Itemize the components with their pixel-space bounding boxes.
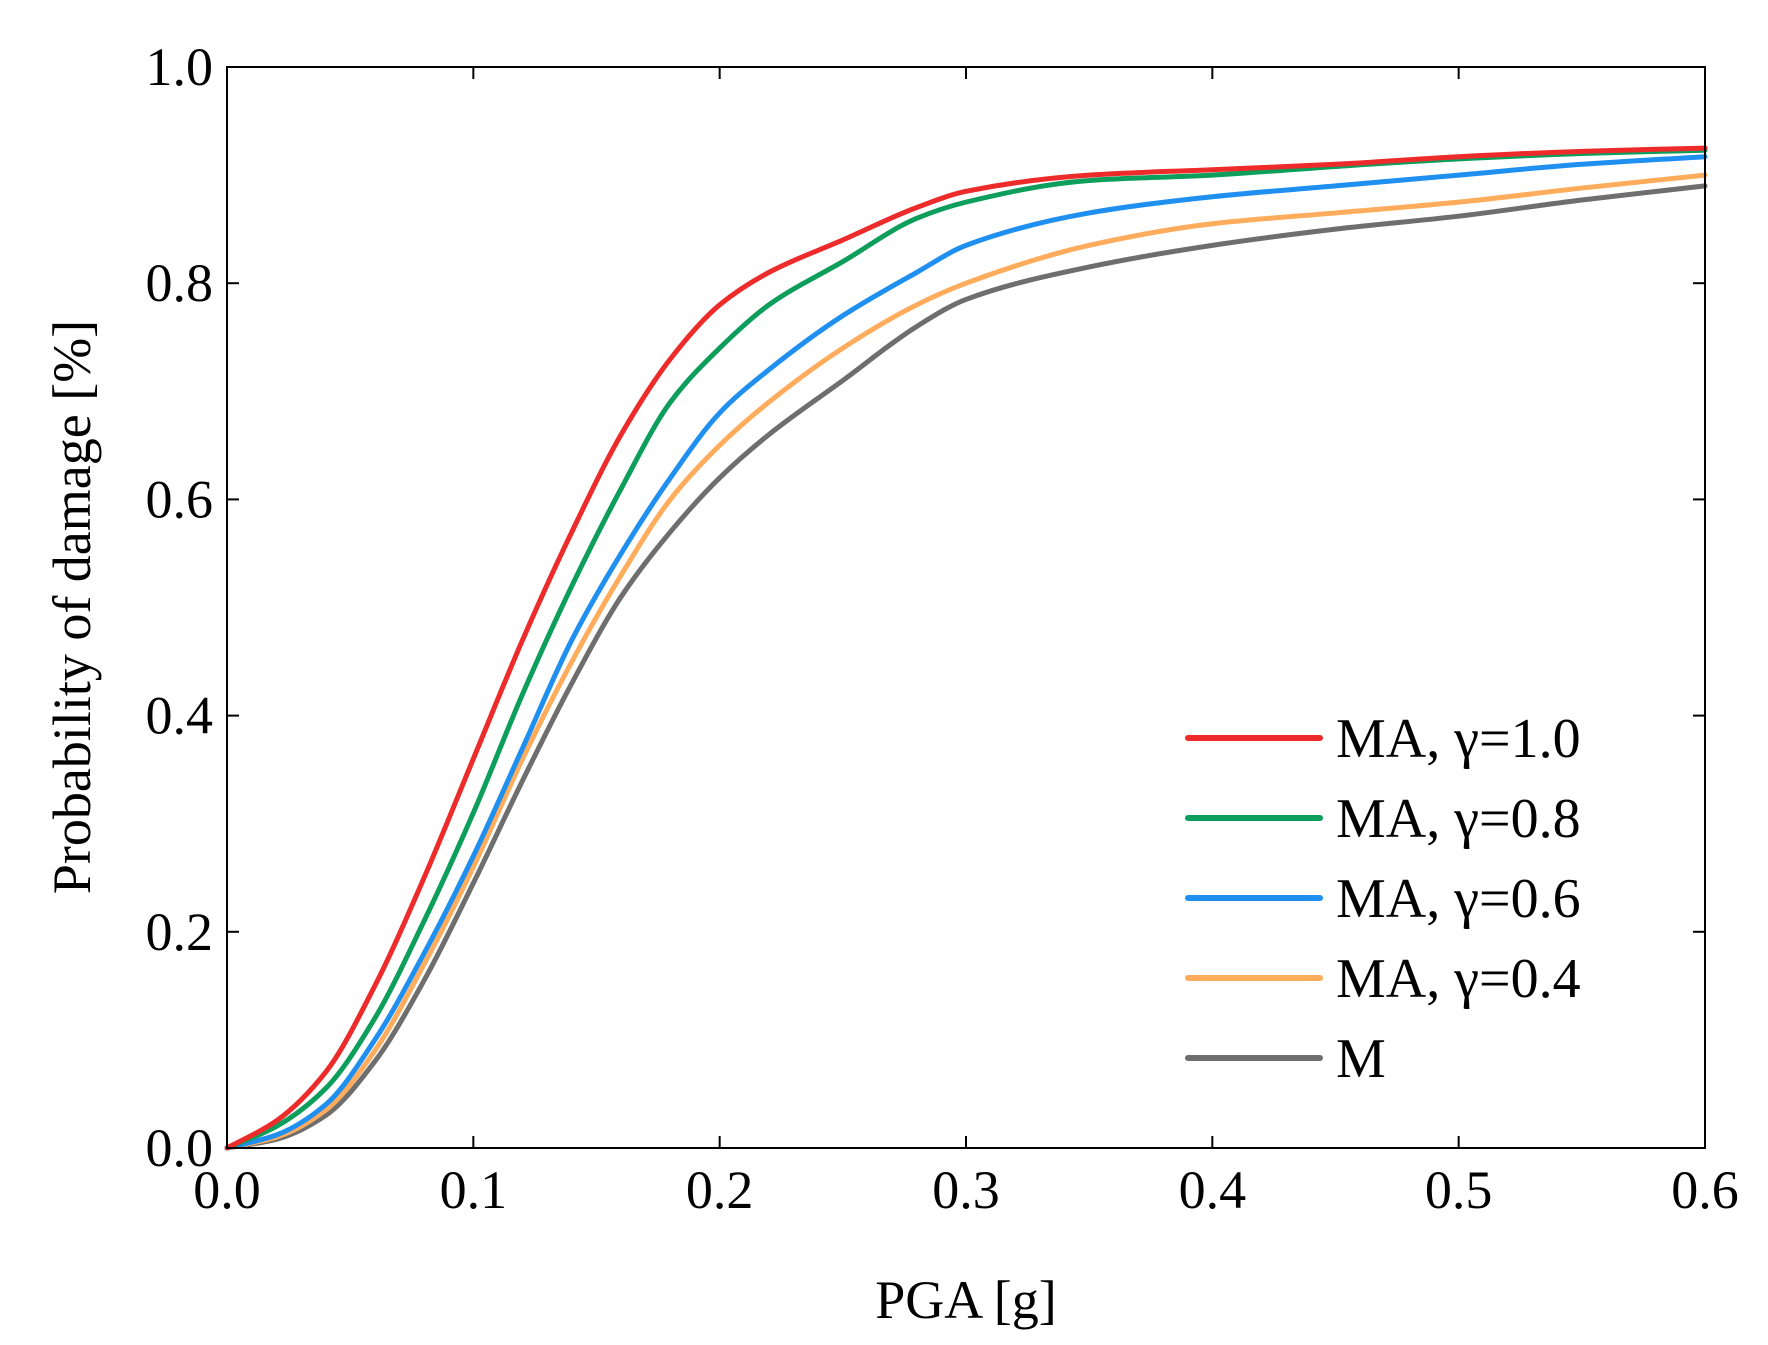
x-tick-label: 0.2	[686, 1160, 754, 1220]
y-tick-label: 0.2	[146, 902, 214, 962]
legend-item: M	[1185, 1028, 1386, 1090]
y-tick-label: 0.6	[146, 469, 214, 529]
x-tick-label: 0.4	[1179, 1160, 1247, 1220]
x-tick-label: 0.5	[1425, 1160, 1493, 1220]
x-axis-title: PGA [g]	[875, 1270, 1057, 1330]
legend-item: MA, γ=0.6	[1185, 868, 1581, 930]
x-tick-label: 0.1	[440, 1160, 508, 1220]
legend-label: MA, γ=1.0	[1336, 708, 1581, 770]
legend-item: MA, γ=0.8	[1185, 788, 1581, 850]
y-axis-title: Probability of damage [%]	[42, 320, 102, 894]
legend-label: MA, γ=0.4	[1336, 948, 1581, 1010]
series-line-3	[224, 172, 1708, 1151]
y-tick-label: 0.4	[146, 686, 214, 746]
legend-label: MA, γ=0.8	[1336, 788, 1581, 850]
x-tick-label: 0.3	[932, 1160, 1000, 1220]
series-line-4	[224, 183, 1708, 1151]
legend-label: MA, γ=0.6	[1336, 868, 1581, 930]
legend-label: M	[1336, 1028, 1386, 1090]
y-tick-label: 0.8	[146, 253, 214, 313]
series-layer	[224, 145, 1708, 1151]
tick-layer: 0.0 0.1 0.2 0.3 0.4 0.5 0.6 0.0 0.2 0.4 0.6 0.8 1.0	[146, 37, 1739, 1220]
legend-item: MA, γ=1.0	[1185, 708, 1581, 770]
series-line-2	[224, 154, 1708, 1151]
y-tick-label: 0.0	[146, 1118, 214, 1178]
legend-item: MA, γ=0.4	[1185, 948, 1581, 1010]
series-line-0	[224, 145, 1708, 1151]
y-tick-label: 1.0	[146, 37, 214, 97]
legend: MA, γ=1.0 MA, γ=0.8 MA, γ=0.6 MA, γ=0.4 M	[1185, 708, 1581, 1090]
x-tick-label: 0.6	[1671, 1160, 1739, 1220]
x-tick-label: 0.0	[193, 1160, 261, 1220]
